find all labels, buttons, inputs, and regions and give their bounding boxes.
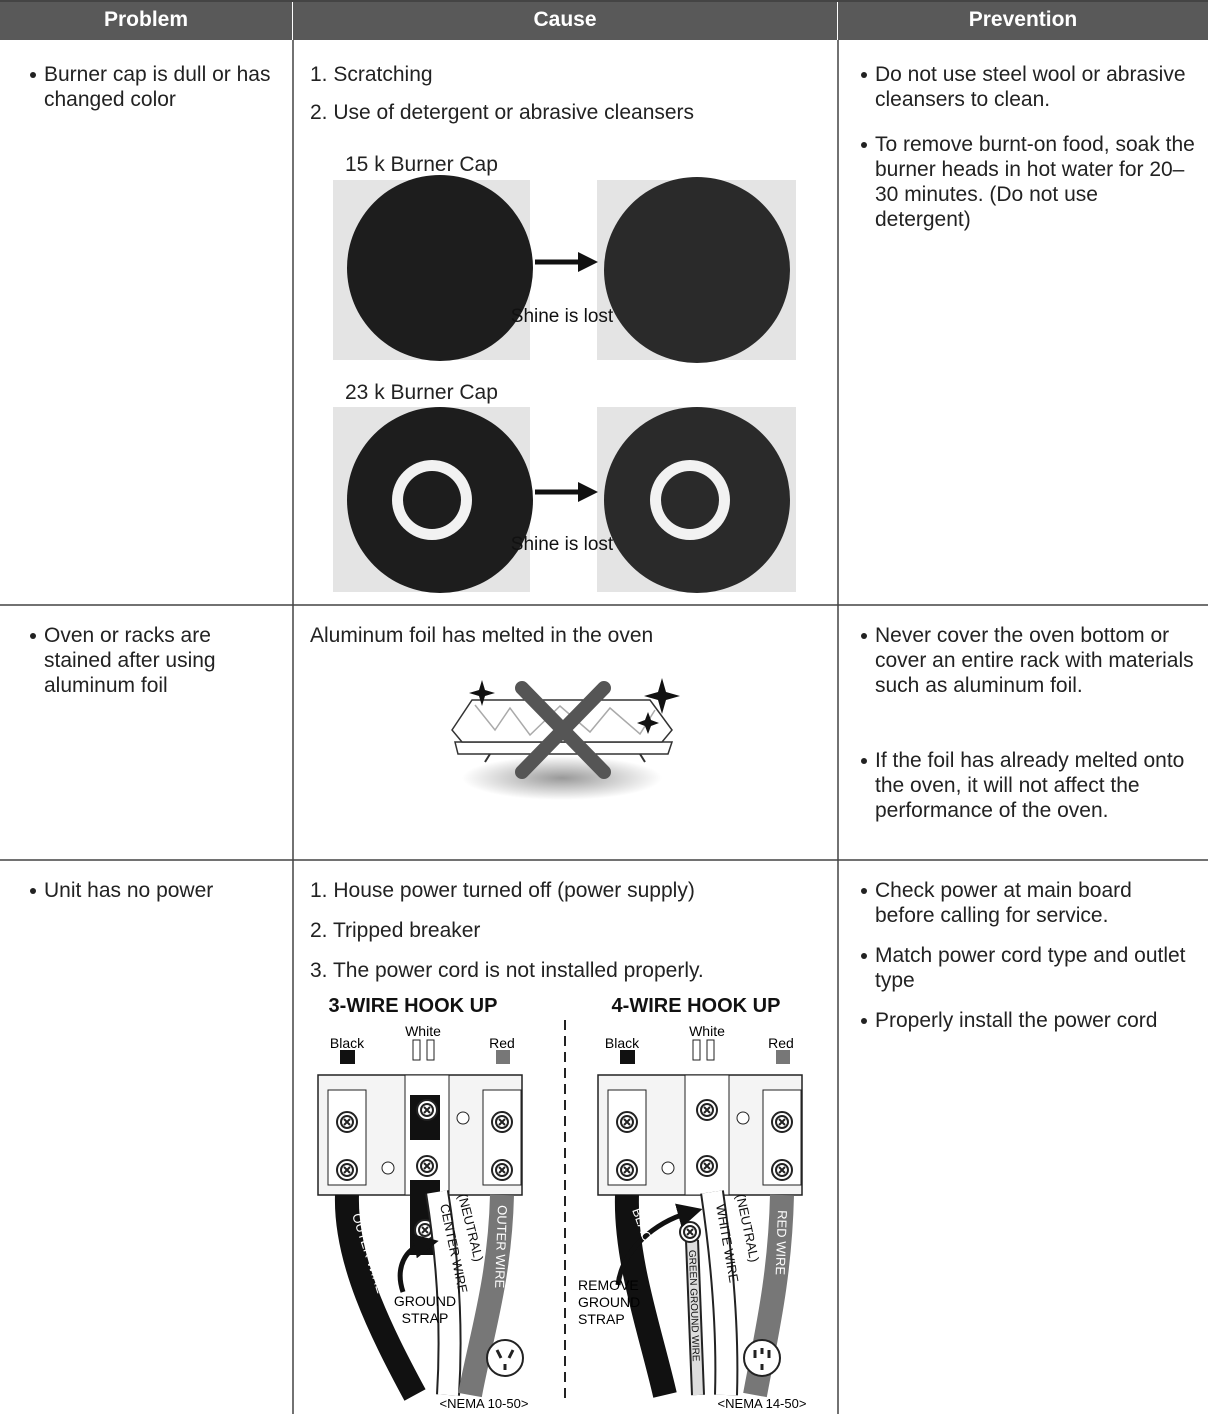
problem: Oven or racks are stained after using al… xyxy=(30,623,276,698)
prevention: Check power at main board before calling… xyxy=(861,878,1195,928)
photo-note: Shine is lost xyxy=(511,534,614,555)
prevention: Do not use steel wool or abrasive cleans… xyxy=(861,62,1195,112)
diagram-title: 3-WIRE HOOK UP xyxy=(329,995,498,1017)
wire-label: OUTER WIRE xyxy=(492,1205,510,1289)
cause: 2. Use of detergent or abrasive cleanser… xyxy=(310,101,695,124)
outlet-label: <NEMA 14-50> xyxy=(718,1396,807,1411)
prevention: To remove burnt-on food, soak the burner… xyxy=(861,133,1195,231)
header-cell: Cause xyxy=(293,0,838,40)
prevention: Never cover the oven bottom or cover an … xyxy=(861,624,1194,697)
wiring-3 xyxy=(317,1039,524,1401)
terminal-label: Red xyxy=(489,1035,515,1051)
cause: 1. Scratching xyxy=(310,63,433,86)
cause: 3. The power cord is not installed prope… xyxy=(310,959,704,982)
foil-illustration xyxy=(451,678,680,800)
terminal-label: Black xyxy=(330,1035,365,1051)
photo-note: Shine is lost xyxy=(511,306,614,327)
caption: 23 k Burner Cap xyxy=(345,381,498,404)
strap-label: GROUND xyxy=(394,1293,456,1309)
problem: Unit has no power xyxy=(30,878,276,903)
caption: 15 k Burner Cap xyxy=(345,153,498,176)
terminal-label: White xyxy=(405,1023,441,1039)
prevention: If the foil has already melted onto the … xyxy=(861,748,1195,823)
cause: 1. House power turned off (power supply) xyxy=(310,879,695,902)
problem: Burner cap is dull or has changed color xyxy=(30,62,276,112)
prevention: Properly install the power cord xyxy=(861,1008,1195,1033)
wire-label: GREEN GROUND WIRE xyxy=(686,1250,701,1362)
terminal-label: Black xyxy=(605,1035,640,1051)
cause: Aluminum foil has melted in the oven xyxy=(310,624,654,647)
diagram-title: 4-WIRE HOOK UP xyxy=(612,995,781,1017)
terminal-label: White xyxy=(689,1023,725,1039)
header-cell: Prevention xyxy=(838,0,1208,40)
outlet-label: <NEMA 10-50> xyxy=(440,1396,529,1411)
burner-photos xyxy=(333,175,796,593)
cause: 2. Tripped breaker xyxy=(310,919,481,942)
strap-label: REMOVE xyxy=(578,1277,639,1293)
terminal-label: Red xyxy=(768,1035,794,1051)
strap-label: STRAP xyxy=(578,1311,625,1327)
strap-label: STRAP xyxy=(402,1310,449,1326)
strap-label: GROUND xyxy=(578,1294,640,1310)
header-cell: Problem xyxy=(0,0,293,40)
prevention: Match power cord type and outlet type xyxy=(861,943,1195,993)
wire-label: RED WIRE xyxy=(773,1210,790,1276)
wiring-4 xyxy=(597,1039,803,1398)
